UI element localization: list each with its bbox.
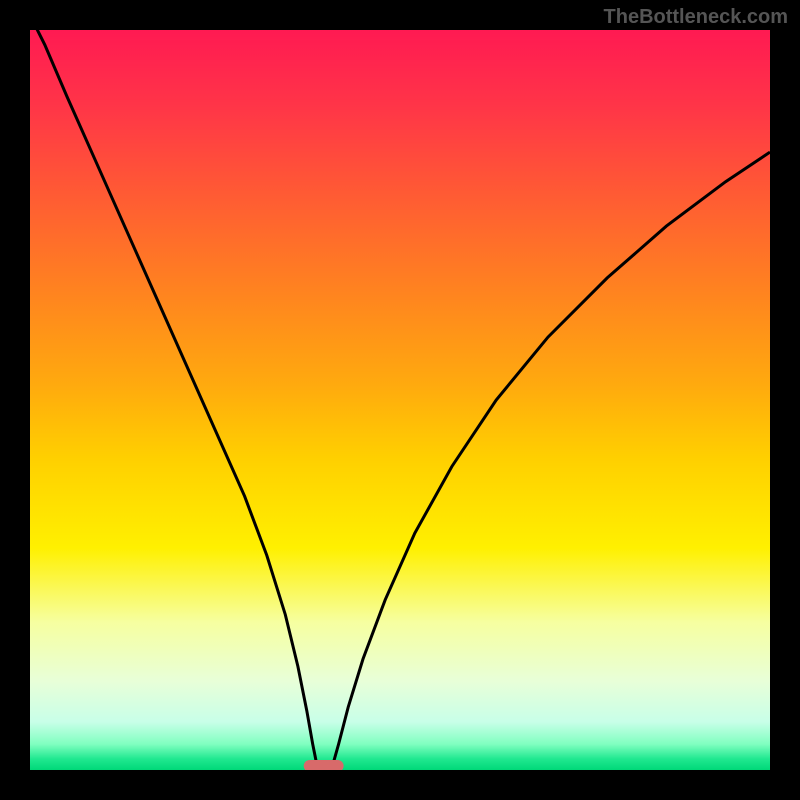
left-curve bbox=[30, 30, 316, 763]
watermark-text: TheBottleneck.com bbox=[604, 6, 788, 29]
right-curve bbox=[333, 152, 770, 763]
plot-area bbox=[30, 30, 770, 770]
bottleneck-curve bbox=[30, 30, 770, 770]
notch-marker bbox=[303, 760, 344, 770]
